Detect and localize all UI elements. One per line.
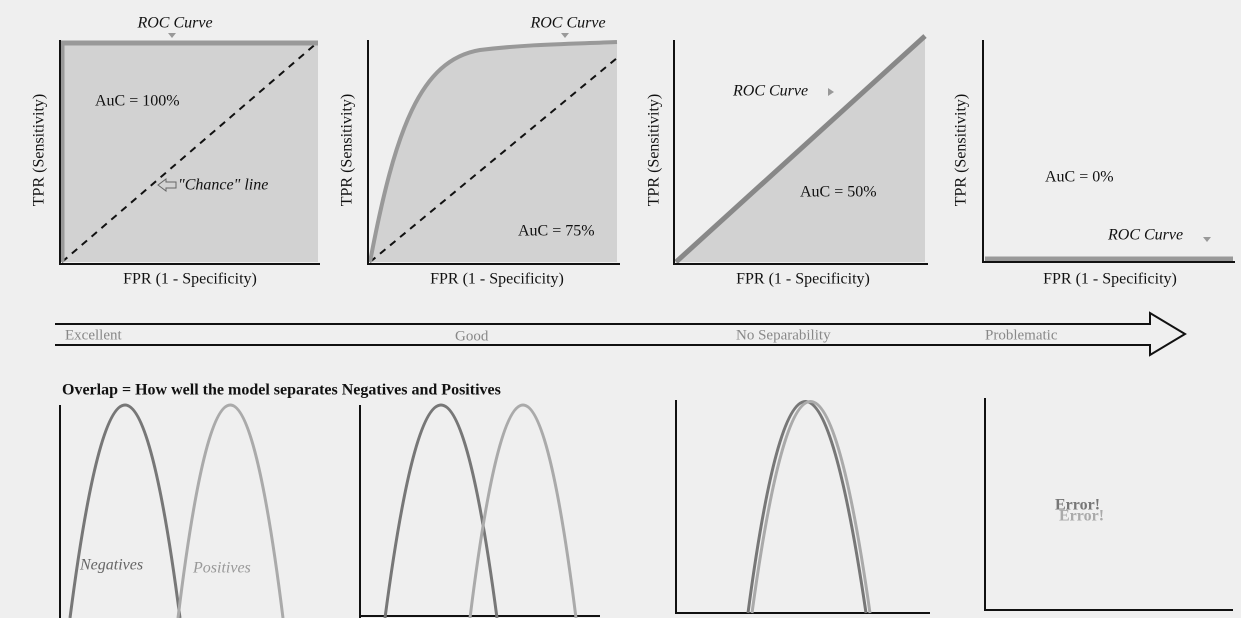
- auc-label: AuC = 50%: [800, 184, 877, 201]
- axes: [59, 40, 320, 265]
- roc-panel: ROC Curve AuC = 0% TPR (Sensitivity) FPR…: [953, 40, 1235, 288]
- x-label: FPR (1 - Specificity): [430, 271, 564, 288]
- negatives-curve: [383, 403, 499, 618]
- axes: [367, 40, 620, 265]
- positives-curve: [750, 400, 872, 614]
- positives-curve: [468, 403, 578, 618]
- y-label: TPR (Sensitivity): [953, 94, 970, 206]
- distribution-panel: [359, 403, 600, 618]
- roc-label: ROC Curve: [136, 15, 212, 32]
- roc-curve: [674, 34, 927, 264]
- roc-panel: ROC Curve AuC = 100% "Chance" line TPR (…: [31, 15, 320, 288]
- scale-label: No Separability: [736, 327, 831, 343]
- positives-label: Positives: [192, 560, 251, 577]
- negatives-label: Negatives: [79, 557, 143, 574]
- axes: [984, 398, 1233, 611]
- pointer: [828, 88, 834, 96]
- x-label: FPR (1 - Specificity): [1043, 271, 1177, 288]
- pointer: [561, 33, 569, 38]
- roc-label: ROC Curve: [529, 15, 605, 32]
- y-label: TPR (Sensitivity): [646, 94, 663, 206]
- pointer: [157, 178, 177, 192]
- scale-label: Good: [455, 328, 489, 344]
- roc-panel: ROC Curve AuC = 75% TPR (Sensitivity) FP…: [339, 15, 620, 288]
- axes: [982, 40, 1235, 263]
- negatives-curve: [746, 400, 868, 614]
- x-label: FPR (1 - Specificity): [123, 271, 257, 288]
- chance-line: [369, 57, 618, 263]
- chance-line: [61, 41, 319, 263]
- error-label: Error!: [1055, 497, 1100, 514]
- chance-label: "Chance" line: [178, 177, 268, 194]
- y-label: TPR (Sensitivity): [339, 94, 356, 206]
- auc-label: AuC = 100%: [95, 93, 180, 110]
- axes: [675, 400, 930, 614]
- roc-label: ROC Curve: [732, 83, 808, 100]
- pointer: [1203, 237, 1211, 242]
- scale-arrow: [55, 311, 1187, 357]
- pointer: [168, 33, 176, 38]
- auc-label: AuC = 75%: [518, 223, 595, 240]
- scale-label: Excellent: [65, 327, 122, 343]
- roc-curve: [368, 40, 618, 263]
- positives-curve: [176, 403, 285, 618]
- overlap-title: Overlap = How well the model separates N…: [62, 382, 501, 399]
- auc-area: [370, 42, 617, 262]
- distribution-panel: Error! Error!: [984, 398, 1233, 611]
- error-label: Error!: [1059, 508, 1104, 525]
- roc-curve: [59, 40, 318, 262]
- x-label: FPR (1 - Specificity): [736, 271, 870, 288]
- negatives-curve: [68, 403, 182, 618]
- axes: [673, 40, 928, 265]
- distribution-panel: [675, 400, 930, 614]
- auc-label: AuC = 0%: [1045, 169, 1114, 186]
- roc-panel: ROC Curve AuC = 50% TPR (Sensitivity) FP…: [646, 34, 928, 288]
- scale-label: Problematic: [985, 327, 1058, 343]
- roc-label: ROC Curve: [1107, 227, 1183, 244]
- distribution-panel: Negatives Positives: [59, 403, 285, 618]
- y-label: TPR (Sensitivity): [31, 94, 48, 206]
